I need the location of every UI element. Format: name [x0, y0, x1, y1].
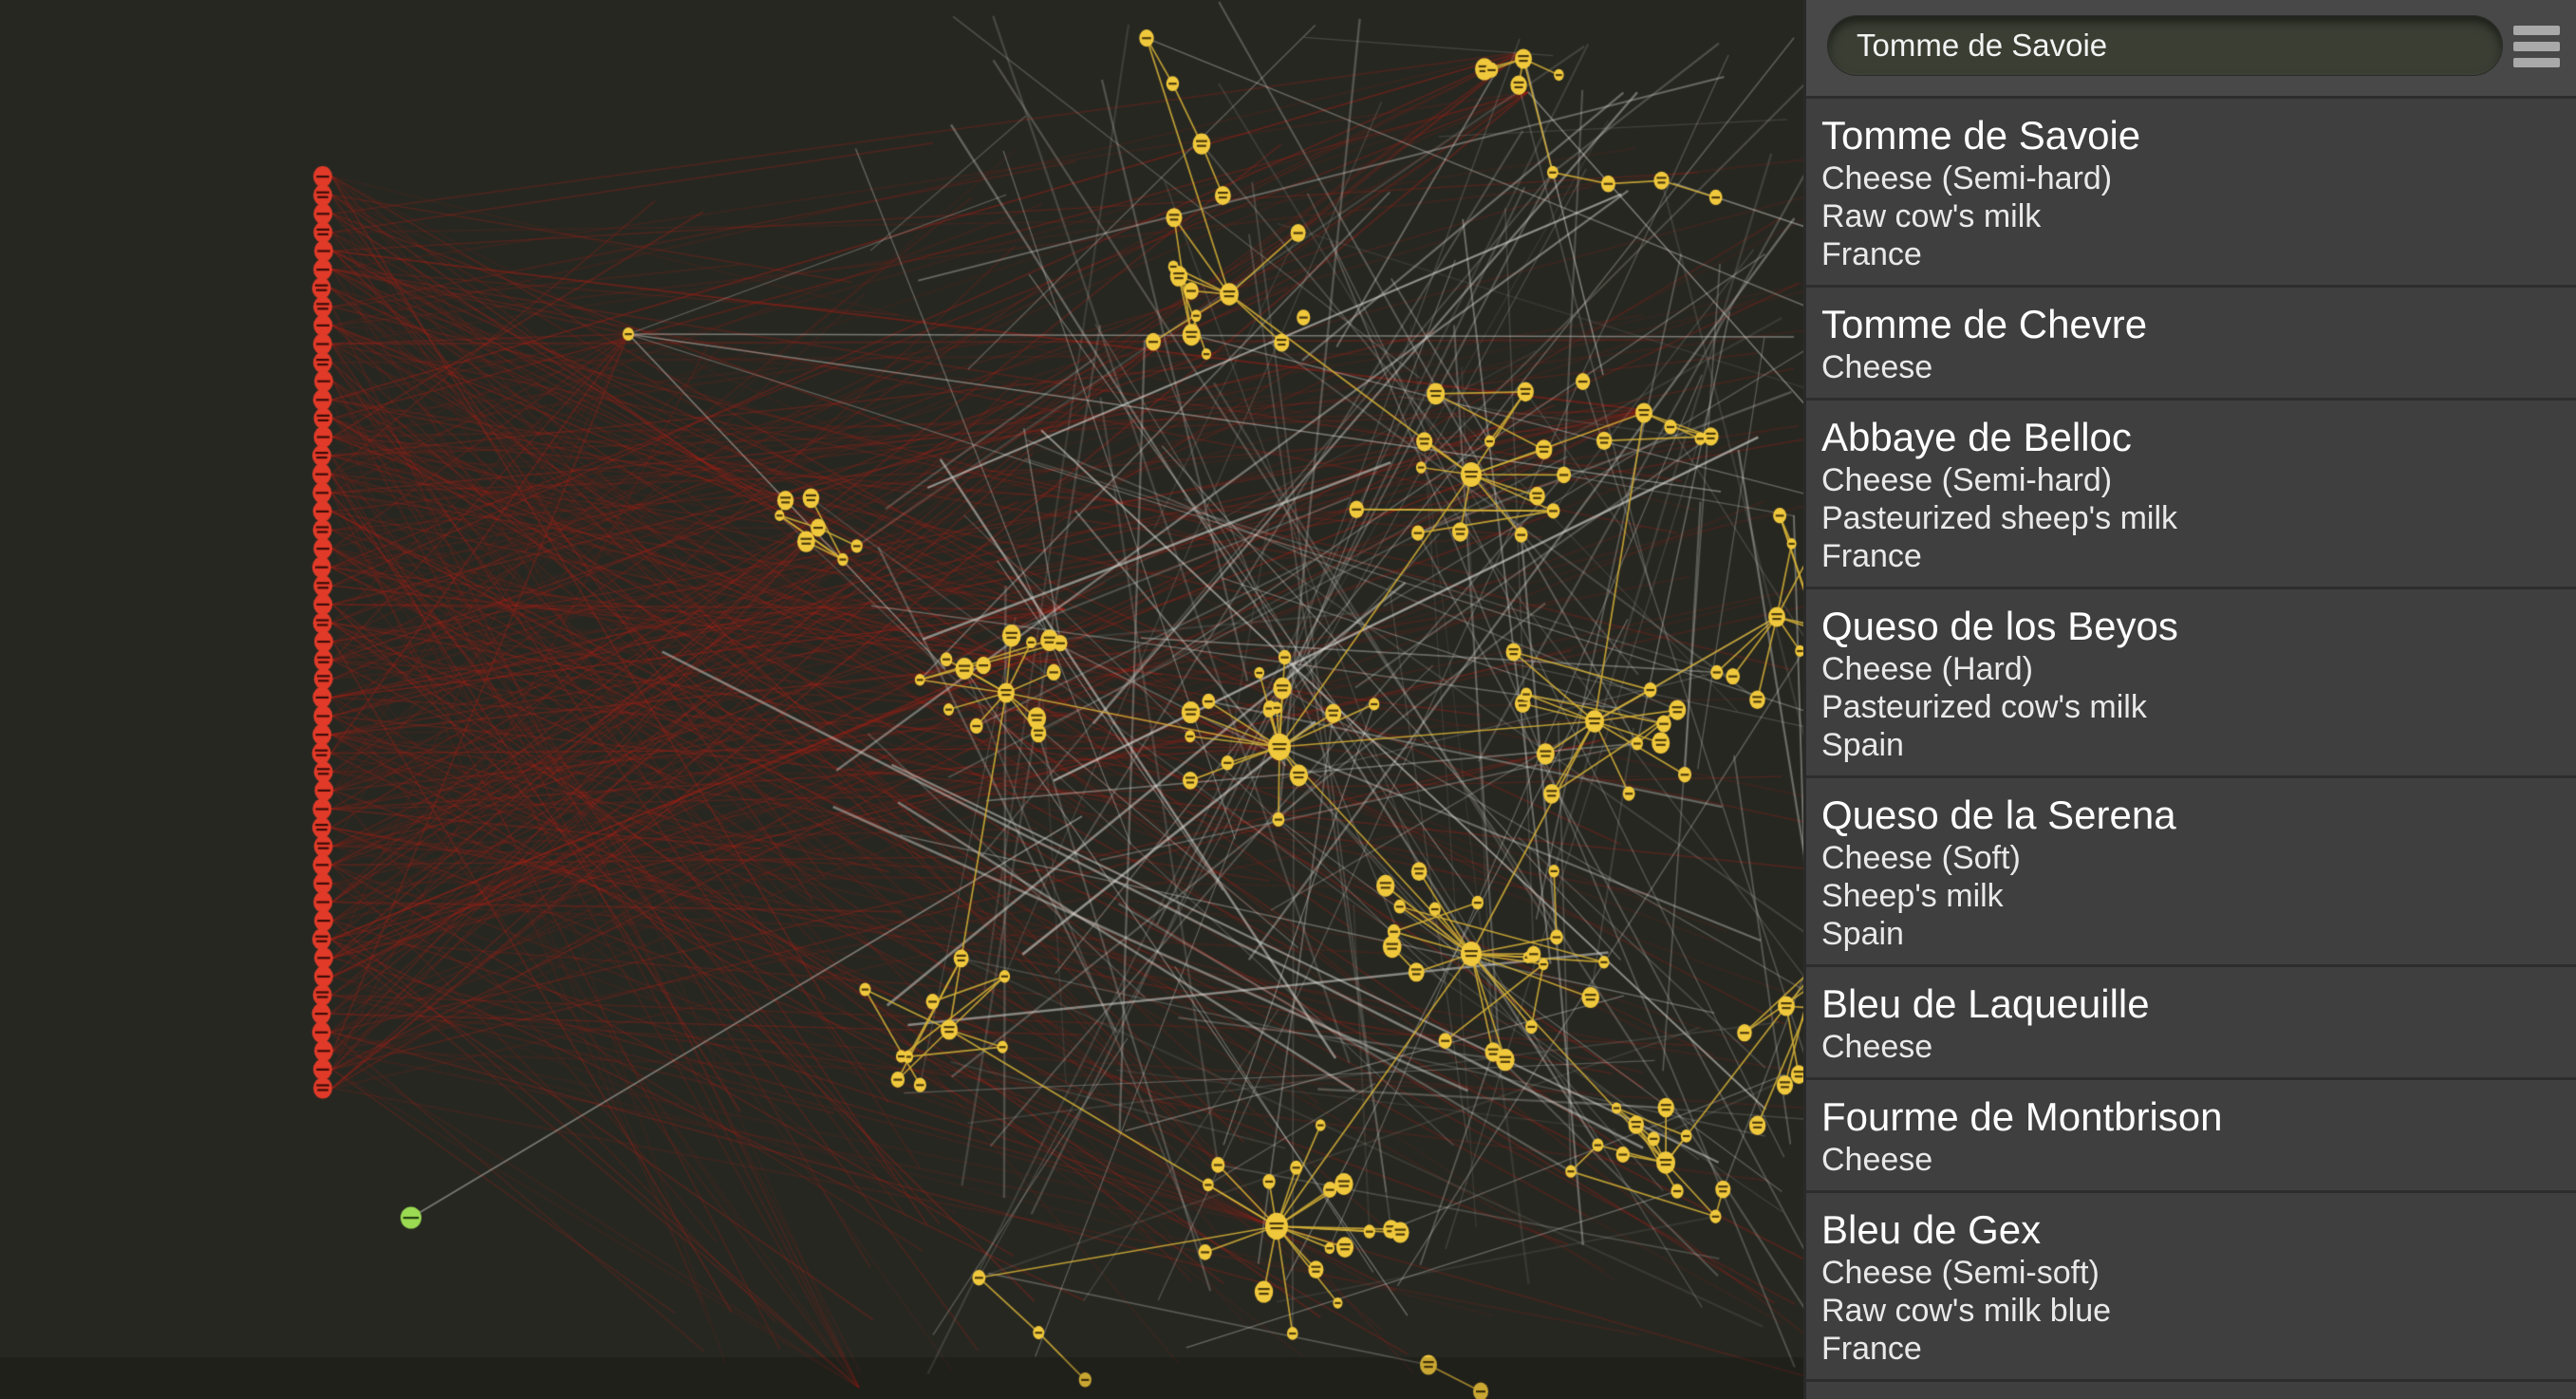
- result-detail: Cheese (Soft): [1821, 840, 2021, 876]
- result-item[interactable]: Tomme de Savoie Cheese (Semi-hard) Raw cow…: [1806, 99, 2576, 288]
- result-detail: Cheese: [1821, 1142, 1933, 1178]
- result-detail: Cheese (Hard): [1821, 651, 2033, 687]
- result-item[interactable]: Bleu de Termignon: [1806, 1382, 2576, 1399]
- result-title: Tomme de Savoie: [1821, 113, 2141, 158]
- hamburger-icon: [2513, 41, 2560, 51]
- result-item[interactable]: Queso de los Beyos Cheese (Hard) Pasteuriz…: [1806, 589, 2576, 778]
- result-item[interactable]: Bleu de Laqueuille Cheese: [1806, 967, 2576, 1080]
- hamburger-menu-button[interactable]: [2513, 24, 2560, 75]
- result-detail: Cheese: [1821, 1029, 1933, 1065]
- result-detail: Spain: [1821, 727, 1904, 763]
- result-detail: Raw cow's milk blue: [1821, 1293, 2112, 1329]
- result-detail: France: [1821, 538, 1922, 574]
- network-graph-canvas[interactable]: [0, 0, 1803, 1399]
- search-input[interactable]: [1827, 15, 2503, 76]
- search-header: [1806, 0, 2576, 99]
- result-title: Queso de los Beyos: [1821, 604, 2178, 648]
- result-detail: Raw cow's milk: [1821, 198, 2042, 234]
- result-item[interactable]: Queso de la Serena Cheese (Soft) Sheep's m…: [1806, 778, 2576, 967]
- result-title: Tomme de Chevre: [1821, 302, 2148, 346]
- result-title: Fourme de Montbrison: [1821, 1094, 2223, 1139]
- result-detail: Cheese (Semi-hard): [1821, 160, 2113, 196]
- result-detail: France: [1821, 236, 1922, 272]
- result-detail: Sheep's milk: [1821, 878, 2004, 914]
- result-detail: Spain: [1821, 916, 1904, 952]
- result-detail: Cheese (Semi-hard): [1821, 462, 2113, 498]
- hamburger-icon: [2513, 25, 2560, 35]
- result-item[interactable]: Bleu de Gex Cheese (Semi-soft) Raw cow's m…: [1806, 1193, 2576, 1382]
- result-title: Bleu de Laqueuille: [1821, 981, 2150, 1026]
- result-detail: Cheese: [1821, 349, 1933, 385]
- result-title: Abbaye de Belloc: [1821, 415, 2132, 459]
- result-item[interactable]: Abbaye de Belloc Cheese (Semi-hard) Pasteu…: [1806, 401, 2576, 589]
- result-detail: Pasteurized cow's milk: [1821, 689, 2147, 725]
- result-detail: France: [1821, 1331, 1922, 1367]
- result-item[interactable]: Tomme de Chevre Cheese: [1806, 288, 2576, 401]
- result-detail: Cheese (Semi-soft): [1821, 1255, 2100, 1291]
- result-title: Bleu de Gex: [1821, 1207, 2042, 1252]
- results-list: Tomme de Savoie Cheese (Semi-hard) Raw cow…: [1806, 99, 2576, 1399]
- result-title: Queso de la Serena: [1821, 793, 2176, 837]
- result-item[interactable]: Fourme de Montbrison Cheese: [1806, 1080, 2576, 1193]
- result-title: Bleu de Termignon: [1821, 1395, 2557, 1399]
- result-detail: Pasteurized sheep's milk: [1821, 500, 2177, 536]
- hamburger-icon: [2513, 57, 2560, 67]
